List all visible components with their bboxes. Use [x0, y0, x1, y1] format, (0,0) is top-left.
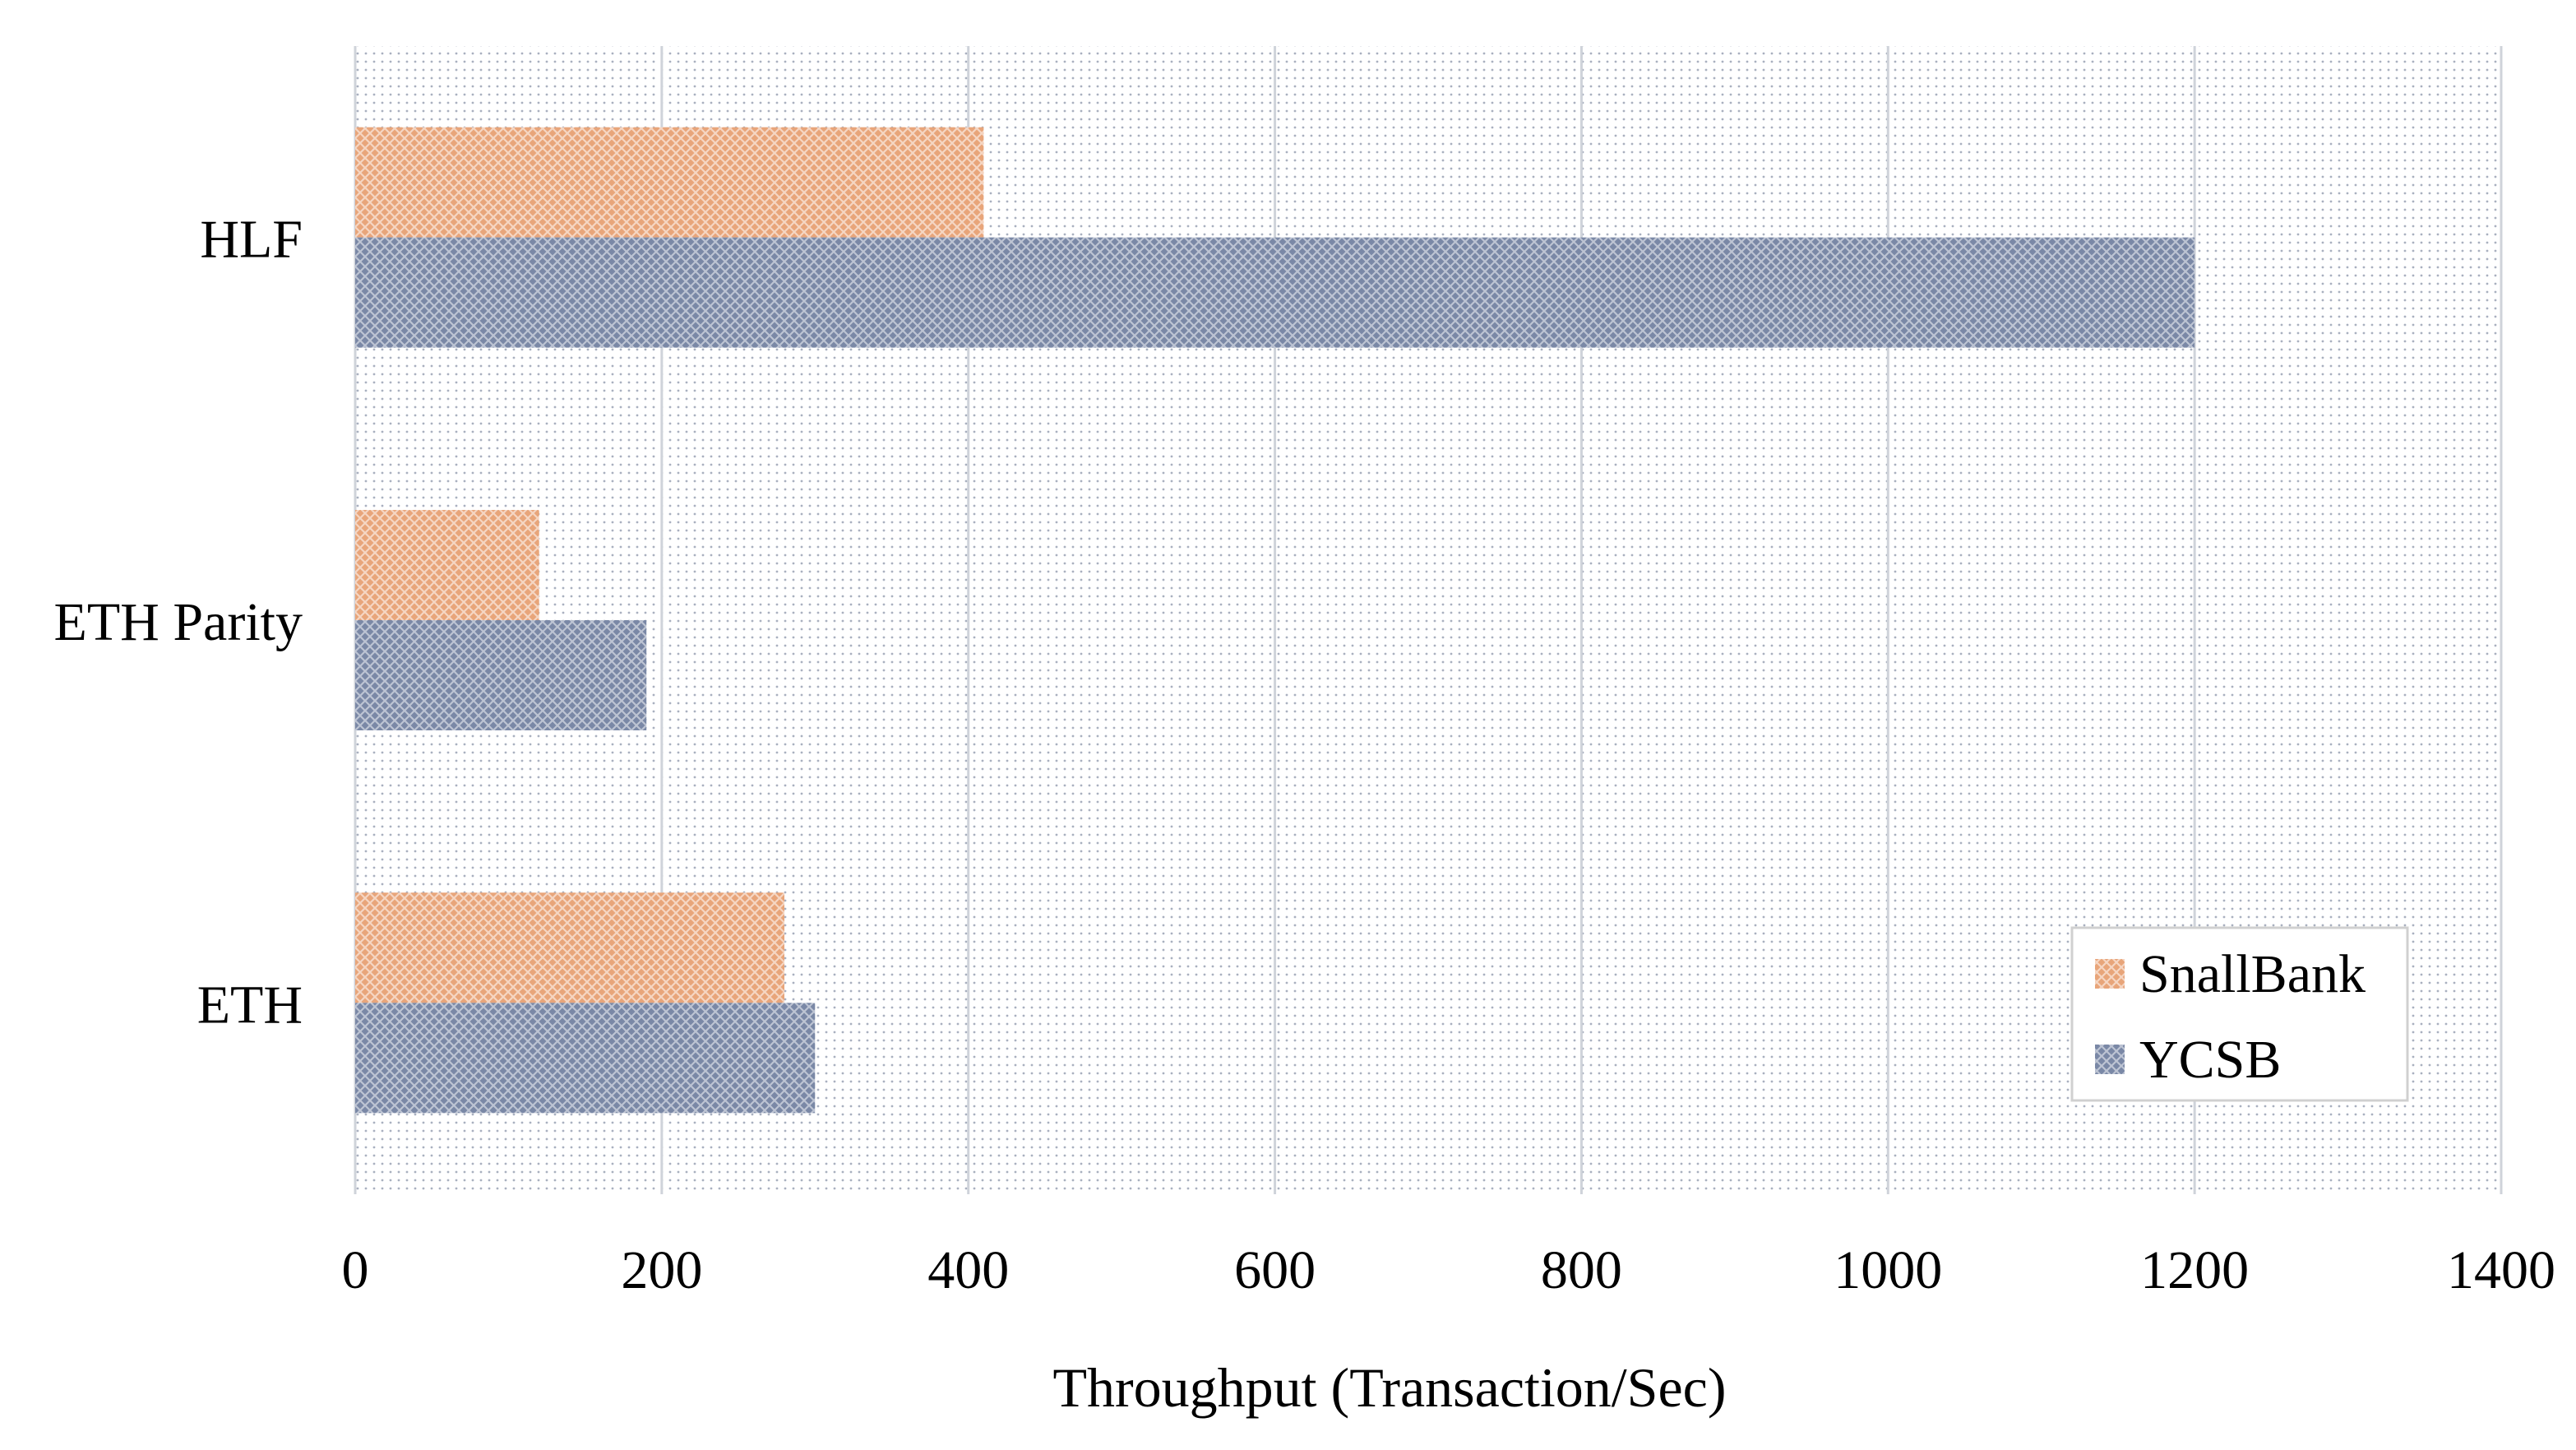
category-label-eth-parity: ETH Parity: [54, 592, 303, 652]
bar-hlf-ycsb: [355, 237, 2195, 348]
x-tick-label-600: 600: [1234, 1240, 1316, 1300]
legend-label-snallbank: SnallBank: [2139, 944, 2366, 1004]
legend-box: [2070, 926, 2409, 1102]
x-tick-label-1400: 1400: [2447, 1240, 2555, 1300]
y-axis-category-labels: HLF ETH Parity ETH: [54, 210, 303, 1035]
legend-swatch-snallbank: [2095, 959, 2125, 989]
x-tick-label-1200: 1200: [2140, 1240, 2249, 1300]
category-label-eth: ETH: [197, 975, 303, 1035]
bars: [355, 127, 2195, 1114]
legend: SnallBank YCSB: [2070, 926, 2409, 1102]
bar-eth-snallbank: [355, 892, 784, 1003]
legend-swatch-ycsb: [2095, 1045, 2125, 1074]
bar-eth-parity-ycsb: [355, 620, 647, 730]
bar-eth-parity-snallbank: [355, 510, 539, 620]
x-tick-label-0: 0: [342, 1240, 369, 1300]
legend-label-ycsb: YCSB: [2139, 1030, 2281, 1090]
x-tick-label-800: 800: [1541, 1240, 1622, 1300]
category-label-hlf: HLF: [200, 210, 303, 270]
bar-eth-ycsb: [355, 1003, 816, 1114]
x-axis-title: Throughput (Transaction/Sec): [1052, 1356, 1726, 1419]
x-tick-label-400: 400: [927, 1240, 1009, 1300]
bar-hlf-snallbank: [355, 127, 984, 238]
x-tick-label-200: 200: [621, 1240, 702, 1300]
x-tick-label-1000: 1000: [1834, 1240, 1942, 1300]
x-axis-ticks: 0 200 400 600 800 1000 1200 1400: [342, 1240, 2556, 1300]
